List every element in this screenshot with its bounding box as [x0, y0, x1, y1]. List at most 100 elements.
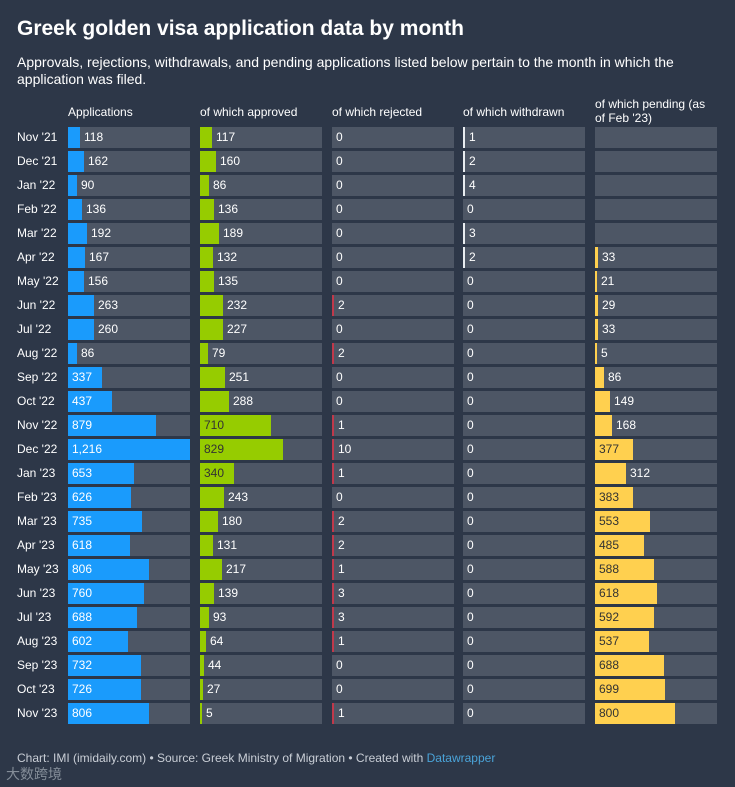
- bar-withdrawn: [463, 175, 465, 196]
- column-header-withdrawn: of which withdrawn: [463, 105, 565, 119]
- value-label: 0: [467, 682, 474, 696]
- cell-applications: 806: [68, 559, 190, 580]
- value-label: 800: [599, 706, 620, 720]
- row-label: Nov '22: [17, 418, 58, 432]
- cell-pending: 553: [595, 511, 717, 532]
- value-label: 27: [207, 682, 221, 696]
- cell-approved: 340: [200, 463, 322, 484]
- bar-approved: [200, 343, 208, 364]
- cell-pending: [595, 151, 717, 172]
- value-label: 0: [467, 394, 474, 408]
- bar-rejected: [332, 343, 334, 364]
- value-label: 0: [467, 634, 474, 648]
- value-label: 699: [599, 682, 620, 696]
- value-label: 0: [467, 298, 474, 312]
- row-label: Apr '23: [17, 538, 55, 552]
- row-label: Oct '22: [17, 394, 55, 408]
- cell-applications: 735: [68, 511, 190, 532]
- value-label: 0: [336, 370, 343, 384]
- value-label: 0: [336, 658, 343, 672]
- cell-rejected: 1: [332, 631, 454, 652]
- cell-rejected: 0: [332, 319, 454, 340]
- row-label: Jun '22: [17, 298, 56, 312]
- cell-rejected: 2: [332, 535, 454, 556]
- value-label: 0: [467, 706, 474, 720]
- value-label: 618: [599, 586, 620, 600]
- value-label: 0: [467, 322, 474, 336]
- bar-pending: [595, 463, 626, 484]
- column-header-applications: Applications: [68, 105, 133, 119]
- value-label: 592: [599, 610, 620, 624]
- value-label: 251: [229, 370, 250, 384]
- bar-approved: [200, 391, 229, 412]
- bar-rejected: [332, 511, 334, 532]
- cell-rejected: 2: [332, 511, 454, 532]
- bar-pending: [595, 535, 644, 556]
- bar-rejected: [332, 535, 334, 556]
- cell-pending: 29: [595, 295, 717, 316]
- bar-approved: [200, 607, 209, 628]
- bar-approved: [200, 559, 222, 580]
- bar-applications: [68, 367, 102, 388]
- value-label: 0: [467, 370, 474, 384]
- bar-applications: [68, 415, 156, 436]
- bar-applications: [68, 343, 77, 364]
- cell-approved: 5: [200, 703, 322, 724]
- bar-pending: [595, 559, 654, 580]
- value-label: 1: [338, 466, 345, 480]
- cell-applications: 167: [68, 247, 190, 268]
- bar-pending: [595, 511, 650, 532]
- row-label: Aug '22: [17, 346, 58, 360]
- cell-withdrawn: 0: [463, 271, 585, 292]
- watermark: 大数跨境: [6, 766, 62, 782]
- value-label: 553: [599, 514, 620, 528]
- cell-applications: 263: [68, 295, 190, 316]
- cell-approved: 136: [200, 199, 322, 220]
- value-label: 0: [467, 490, 474, 504]
- cell-pending: 21: [595, 271, 717, 292]
- bar-pending: [595, 631, 649, 652]
- bar-applications: [68, 151, 84, 172]
- value-label: 0: [467, 274, 474, 288]
- value-label: 149: [614, 394, 635, 408]
- cell-withdrawn: 4: [463, 175, 585, 196]
- cell-approved: 132: [200, 247, 322, 268]
- value-label: 0: [467, 466, 474, 480]
- value-label: 139: [218, 586, 239, 600]
- value-label: 0: [336, 274, 343, 288]
- value-label: 688: [72, 610, 93, 624]
- cell-applications: 90: [68, 175, 190, 196]
- cell-approved: 135: [200, 271, 322, 292]
- bar-pending: [595, 439, 633, 460]
- row-label: May '23: [17, 562, 59, 576]
- bar-rejected: [332, 559, 334, 580]
- cell-rejected: 3: [332, 607, 454, 628]
- value-label: 437: [72, 394, 93, 408]
- value-label: 1,216: [72, 442, 103, 456]
- cell-approved: 710: [200, 415, 322, 436]
- bar-rejected: [332, 607, 334, 628]
- cell-pending: 592: [595, 607, 717, 628]
- cell-applications: 136: [68, 199, 190, 220]
- bar-approved: [200, 703, 202, 724]
- cell-approved: 79: [200, 343, 322, 364]
- value-label: 3: [469, 226, 476, 240]
- bar-approved: [200, 463, 234, 484]
- bar-pending: [595, 415, 612, 436]
- cell-applications: 726: [68, 679, 190, 700]
- cell-pending: 537: [595, 631, 717, 652]
- datawrapper-link[interactable]: Datawrapper: [426, 751, 496, 765]
- cell-applications: 732: [68, 655, 190, 676]
- bar-pending: [595, 343, 597, 364]
- bar-rejected: [332, 415, 334, 436]
- bar-applications: [68, 511, 142, 532]
- cell-approved: 86: [200, 175, 322, 196]
- cell-applications: 1,216: [68, 439, 190, 460]
- cell-rejected: 10: [332, 439, 454, 460]
- bar-pending: [595, 703, 675, 724]
- cell-applications: 437: [68, 391, 190, 412]
- value-label: 156: [88, 274, 109, 288]
- bar-applications: [68, 679, 141, 700]
- value-label: 726: [72, 682, 93, 696]
- value-label: 626: [72, 490, 93, 504]
